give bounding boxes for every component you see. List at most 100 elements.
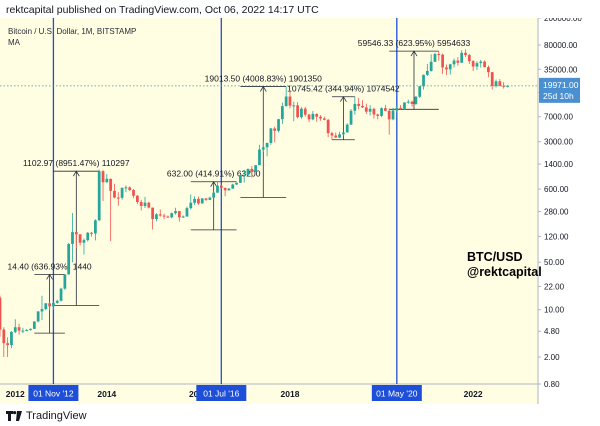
- candle-body: [361, 105, 364, 108]
- candle: [132, 189, 135, 199]
- candle: [55, 299, 59, 304]
- candle-body: [21, 330, 25, 332]
- candle-body: [395, 107, 399, 111]
- y-tick-label: 200000.00: [544, 18, 582, 23]
- candle-body: [433, 54, 437, 62]
- publish-info: rektcapital published on TradingView.com…: [6, 4, 319, 16]
- candle-body: [464, 52, 467, 56]
- y-tick-label: 600.00: [544, 185, 569, 194]
- candle: [387, 108, 391, 135]
- range-arrow-head: [410, 50, 418, 57]
- candle-body: [155, 214, 158, 220]
- marker-badge: [28, 385, 79, 401]
- candle-body: [231, 184, 235, 189]
- candle-body: [387, 110, 391, 120]
- candle: [78, 234, 82, 246]
- candle: [311, 111, 315, 121]
- candle-body: [300, 108, 303, 118]
- range-label: 59546.33 (623.95%) 5954633: [358, 38, 471, 48]
- candle: [242, 169, 246, 183]
- candle: [40, 295, 44, 321]
- candle: [315, 113, 319, 122]
- candle-body: [86, 232, 90, 241]
- candle-body: [147, 202, 151, 208]
- range-measurements: 14.40 (636.93%) 1440 1102.97 (8951.47%) 1…: [8, 38, 471, 334]
- candle-body: [0, 297, 2, 330]
- candle: [227, 188, 231, 191]
- candle: [17, 323, 21, 335]
- candle: [155, 213, 158, 222]
- candle-body: [342, 132, 345, 135]
- range-arrow-head: [259, 85, 267, 92]
- candle-body: [258, 149, 261, 166]
- candle: [437, 51, 441, 61]
- candle-body: [487, 67, 490, 73]
- candle: [193, 196, 196, 205]
- marker-badge: [196, 385, 247, 401]
- candle-body: [197, 198, 200, 204]
- candle-body: [74, 232, 78, 235]
- candle: [418, 85, 422, 99]
- candle: [406, 99, 410, 104]
- candle-body: [445, 67, 448, 70]
- candle-body: [78, 234, 82, 243]
- candle: [353, 96, 357, 115]
- candle: [330, 131, 334, 140]
- candle-body: [307, 114, 311, 120]
- y-tick-label: 35000.00: [544, 65, 578, 74]
- candle: [135, 195, 139, 205]
- candle: [303, 106, 307, 117]
- candle: [460, 50, 464, 64]
- candle: [467, 53, 471, 64]
- candle: [391, 107, 395, 121]
- candle-body: [25, 330, 29, 332]
- range-label: 632.00 (414.91%) 63200: [167, 169, 261, 179]
- candle-body: [250, 168, 254, 172]
- candle-body: [448, 64, 452, 70]
- annotation-handle: @rektcapital: [467, 265, 542, 279]
- candle: [32, 321, 36, 329]
- candle: [498, 78, 502, 87]
- annotation-pair: BTC/USD: [467, 250, 523, 264]
- candle: [319, 115, 322, 121]
- candle-body: [67, 243, 71, 275]
- candle: [82, 238, 86, 255]
- candle: [174, 207, 177, 215]
- candle: [29, 328, 32, 331]
- candle-body: [158, 214, 162, 216]
- chart[interactable]: Bitcoin / U.S. Dollar, 1M, BITSTAMP MA 2…: [0, 18, 600, 404]
- candle: [124, 185, 128, 193]
- x-tick-label: 2012: [6, 389, 25, 399]
- candle: [376, 113, 380, 120]
- candle-body: [55, 300, 59, 303]
- candle-body: [391, 110, 395, 120]
- candle: [105, 174, 109, 183]
- y-tick-label: 50.00: [544, 258, 565, 267]
- candle-body: [326, 119, 330, 134]
- candle: [67, 243, 71, 275]
- range-arrow-head: [340, 95, 347, 102]
- marker-label: 01 Jul '16: [203, 389, 239, 399]
- plot-background: [0, 18, 538, 384]
- candle-body: [490, 72, 494, 86]
- candle: [143, 196, 147, 209]
- candle: [52, 301, 55, 310]
- candle-body: [483, 61, 486, 68]
- candle-body: [460, 52, 464, 63]
- candle: [334, 132, 338, 138]
- candle: [235, 182, 238, 185]
- candle: [288, 90, 292, 109]
- date-markers: 01 Nov '12 01 Jul '16 01 May '20: [28, 18, 422, 401]
- candle: [204, 198, 208, 201]
- candle-body: [128, 187, 132, 191]
- candle: [200, 198, 204, 204]
- candle: [475, 61, 479, 70]
- candle: [170, 212, 174, 219]
- candle-body: [174, 211, 177, 214]
- candle: [414, 96, 418, 106]
- marker-badge: [371, 385, 422, 401]
- candle-body: [269, 128, 273, 143]
- y-tick-label: 120.00: [544, 232, 569, 241]
- candle: [109, 178, 113, 241]
